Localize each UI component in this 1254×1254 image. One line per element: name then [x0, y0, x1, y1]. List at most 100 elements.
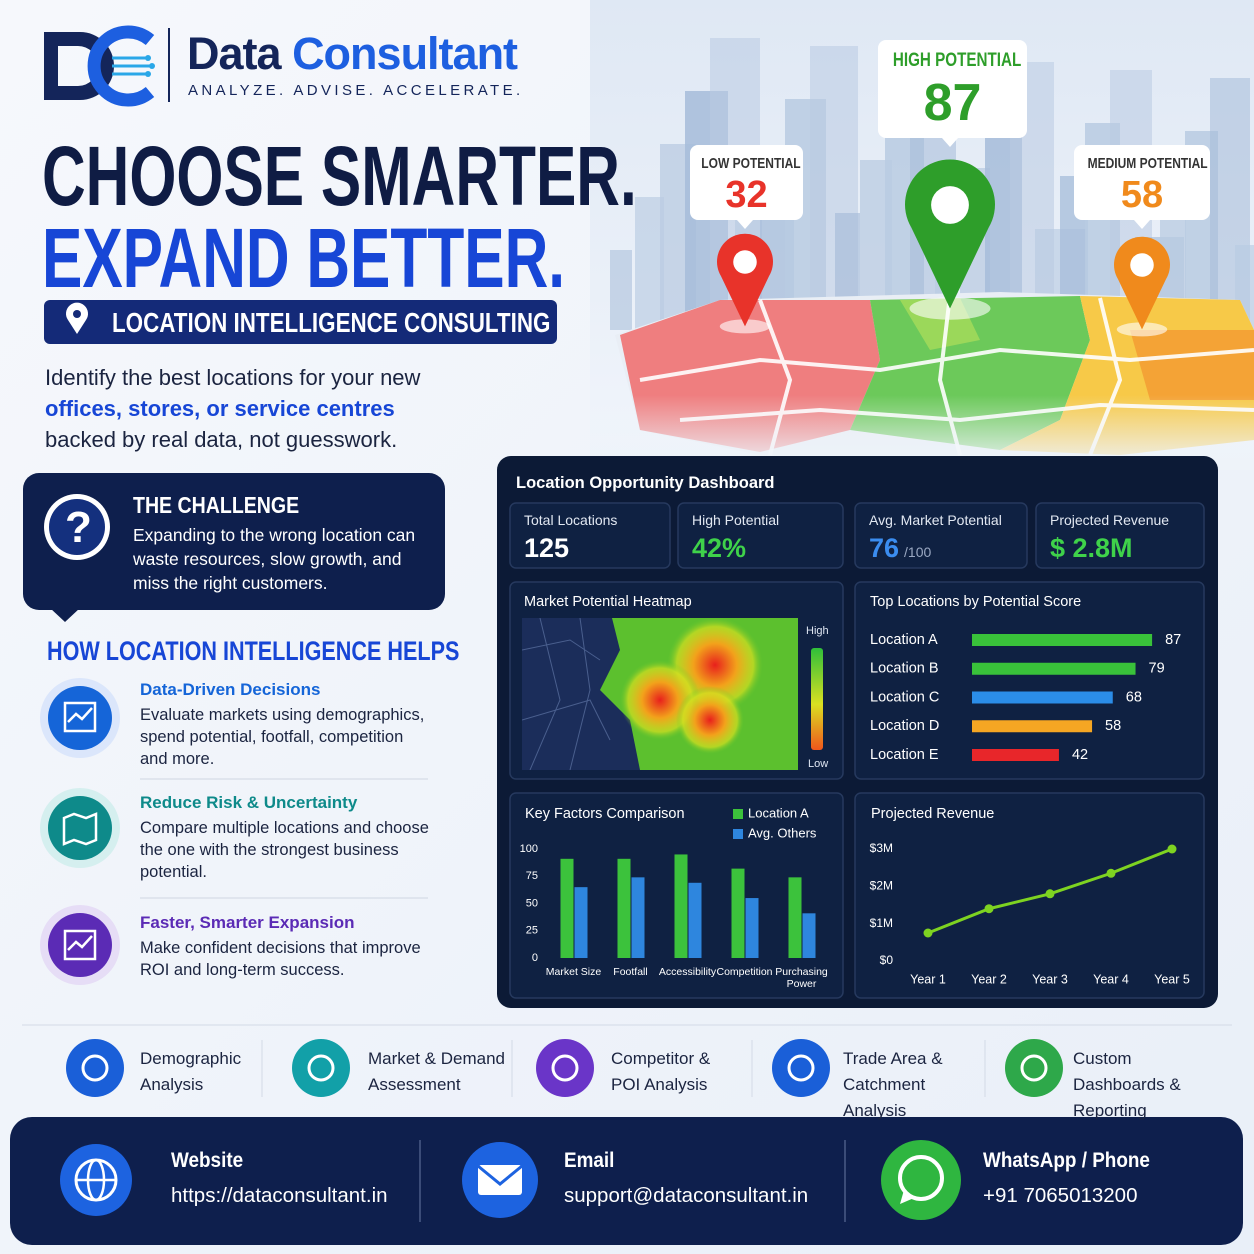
kpi-value: $ 2.8M [1050, 533, 1133, 564]
help-text: Evaluate markets using demographics, spe… [140, 706, 425, 768]
category-label: Location D [870, 718, 939, 734]
chart-title: Market Potential Heatmap [524, 594, 692, 610]
service-icon-glyph [1020, 1054, 1048, 1082]
service-icon-glyph [81, 1054, 109, 1082]
y-tick-label: 0 [532, 952, 538, 964]
headline-2: EXPAND BETTER. [42, 211, 566, 305]
badge [44, 300, 557, 344]
dashboard [497, 456, 1218, 1008]
value-label: 68 [1126, 689, 1142, 705]
pin-callout [690, 145, 803, 220]
bar [631, 877, 645, 958]
bar [688, 882, 702, 958]
x-tick-label: Year 2 [971, 972, 1007, 986]
help-text: Compare multiple locations and choose th… [140, 819, 429, 881]
point [1167, 844, 1177, 854]
footer [10, 1117, 1243, 1245]
challenge-text: Expanding to the wrong location can wast… [133, 525, 416, 593]
x-tick-label: Footfall [613, 966, 648, 978]
category-label: Location B [870, 661, 939, 677]
bar [574, 887, 588, 958]
bar [560, 858, 574, 958]
x-tick-label: Year 5 [1154, 972, 1190, 986]
pin-callout-tip [942, 138, 958, 147]
bar [745, 898, 759, 958]
contact-label: WhatsApp / Phone [983, 1149, 1150, 1172]
services-strip [22, 1024, 1232, 1097]
y-tick-label: $3M [870, 841, 893, 855]
legend-low: Low [808, 758, 829, 770]
service-icon [772, 1039, 830, 1097]
service-icon-glyph [307, 1054, 335, 1082]
x-tick-label: Year 4 [1093, 972, 1129, 986]
category-label: Location E [870, 747, 939, 763]
kpi-number: 76 [869, 533, 900, 563]
kpi-value: 125 [524, 533, 569, 564]
contact-label: Email [564, 1149, 615, 1172]
y-tick-label: 100 [520, 843, 538, 855]
tagline: ANALYZE. ADVISE. ACCELERATE. [188, 82, 524, 99]
kpi-number: 42% [692, 533, 747, 563]
pin-hole [1130, 253, 1154, 277]
pin [717, 233, 774, 327]
x-tick-label: Year 1 [910, 972, 946, 986]
challenge-title: THE CHALLENGE [133, 492, 300, 518]
pin-callout [878, 40, 1027, 138]
service-icon [1005, 1039, 1063, 1097]
pin-value: 32 [725, 174, 768, 216]
y-tick-label: 25 [526, 925, 538, 937]
bar [972, 749, 1059, 761]
x-tick-label: Competition [716, 966, 773, 978]
bar [972, 662, 1136, 675]
pin-label: HIGH POTENTIAL [892, 50, 1022, 71]
kpi-number: 125 [524, 533, 570, 563]
service-label: Competitor & POI Analysis [611, 1049, 711, 1094]
brand-name: Data Consultant [187, 28, 518, 80]
category-label: Location C [870, 689, 939, 705]
intro-line: backed by real data, not guesswork. [45, 427, 398, 452]
legend-label: Avg. Others [748, 825, 817, 840]
pin [1114, 236, 1170, 330]
contact-value: +91 7065013200 [983, 1184, 1138, 1207]
badge-icon [66, 302, 89, 334]
service-icon-glyph [551, 1054, 579, 1082]
service-icon [536, 1039, 594, 1097]
value-label: 87 [1165, 632, 1181, 648]
service-label: Market & Demand Assessment [368, 1049, 505, 1094]
bar [972, 634, 1153, 646]
category-label: Location A [870, 632, 938, 648]
chart-title: Top Locations by Potential Score [870, 594, 1081, 610]
kpi-label: High Potential [692, 512, 780, 528]
contact-value: support@dataconsultant.in [564, 1184, 809, 1207]
helps-title: HOW LOCATION INTELLIGENCE HELPS [47, 636, 460, 666]
kpi-label: Total Locations [524, 512, 618, 528]
headline-1: CHOOSE SMARTER. [42, 129, 637, 223]
pin-label: MEDIUM POTENTIAL [1087, 155, 1208, 172]
building [635, 197, 664, 330]
pin-callout-tip [1134, 220, 1150, 229]
kpi-value: 76/100 [869, 533, 931, 564]
intro-highlight: offices, stores, or service centres [45, 396, 395, 421]
y-tick-label: 75 [526, 870, 538, 882]
chart-title: Key Factors Comparison [525, 806, 685, 822]
kpi-number: $ 2.8M [1050, 533, 1133, 563]
value-label: 79 [1149, 661, 1165, 677]
dashboard-title: Location Opportunity Dashboard [516, 474, 775, 492]
badge-text: LOCATION INTELLIGENCE CONSULTING [112, 307, 551, 338]
intro: Identify the best locations for your new… [45, 362, 505, 455]
pin-value: 58 [1120, 174, 1164, 216]
legend-swatch [733, 829, 743, 839]
heatmap [522, 618, 798, 770]
bar [972, 691, 1113, 704]
pin-label: LOW POTENTIAL [701, 155, 801, 172]
y-tick-label: $1M [870, 916, 893, 930]
brand-second: Consultant [292, 28, 518, 79]
pin-hole [931, 186, 969, 224]
service-label: Custom Dashboards & Reporting [1073, 1049, 1181, 1120]
point [984, 904, 994, 914]
y-tick-label: 50 [526, 897, 538, 909]
pin-value: 87 [923, 74, 982, 132]
x-tick-label: Market Size [545, 966, 602, 978]
